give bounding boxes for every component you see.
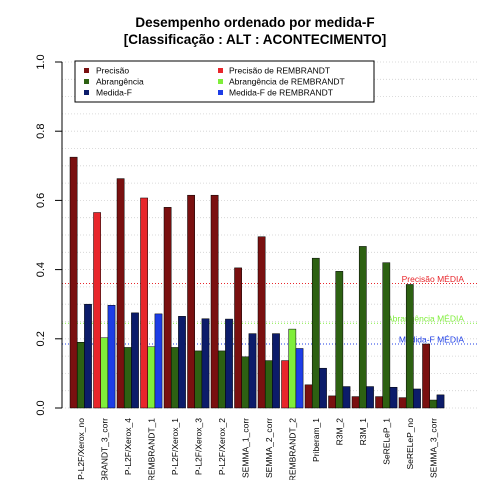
bar	[140, 197, 148, 409]
y-tick-label: 0.4	[35, 262, 47, 277]
bar	[413, 388, 421, 409]
bar	[201, 318, 210, 409]
bar	[234, 267, 242, 409]
bar	[178, 316, 186, 409]
bar	[366, 386, 374, 409]
bar	[319, 367, 327, 409]
bar	[375, 396, 383, 409]
legend-label: Medida-F	[96, 88, 132, 98]
category-label: SeRELeP_no	[405, 418, 415, 470]
legend-swatch	[84, 68, 89, 73]
bar	[69, 156, 78, 409]
bar	[163, 207, 172, 409]
bar	[241, 356, 250, 409]
legend-swatch-rembrandt	[218, 79, 223, 84]
y-axis: 0.0 0.2 0.4 0.6 0.8 1.0	[35, 54, 63, 416]
bar	[248, 333, 257, 409]
bar	[422, 343, 430, 409]
bar	[147, 346, 156, 409]
bar	[281, 360, 289, 409]
legend-label: Precisão	[96, 66, 129, 76]
bar	[154, 313, 163, 409]
category-label: SEMMA_2_corr	[264, 418, 274, 478]
reference-line-label: Medida-F MÉDIA	[399, 334, 465, 344]
reference-line-label: Precisão MÉDIA	[402, 274, 465, 284]
legend-label-rembrandt: Precisão de REMBRANDT	[229, 66, 330, 76]
legend-swatch	[84, 79, 89, 84]
bar	[187, 194, 195, 409]
category-label: REMBRANDT_3_corr	[99, 418, 109, 480]
category-label: SEMMA_1_corr	[240, 418, 250, 478]
bar	[272, 333, 280, 409]
bar	[116, 178, 125, 409]
legend: Precisão Precisão de REMBRANDTAbrangência…	[74, 60, 375, 103]
y-tick-label: 0.6	[35, 193, 47, 208]
bar	[107, 304, 116, 409]
bar	[100, 337, 109, 409]
bar	[311, 257, 320, 409]
bar	[398, 397, 407, 409]
category-labels: P-L2F/Xerox_no REMBRANDT_3_corr P-L2F/Xero…	[76, 418, 438, 480]
bar	[131, 312, 139, 409]
bar	[335, 271, 344, 409]
category-label: P-L2F/Xerox_3	[193, 418, 203, 475]
category-label: P-L2F/Xerox_1	[170, 418, 180, 475]
chart-title-line1: Desempenho ordenado por medida-F	[135, 15, 374, 30]
bar	[389, 386, 398, 409]
category-label: REMBRANDT_1	[146, 418, 156, 480]
legend-swatch-rembrandt	[218, 90, 223, 95]
bar	[288, 328, 297, 409]
legend-label: Abrangência	[96, 77, 144, 87]
bar	[170, 347, 179, 409]
bar	[436, 394, 445, 409]
category-label: R3M_1	[358, 418, 368, 446]
bar	[84, 303, 92, 409]
bar	[264, 360, 273, 409]
legend-box	[74, 60, 375, 103]
bars	[69, 156, 445, 409]
bar	[210, 194, 219, 409]
category-label: SeRELeP_1	[381, 418, 391, 465]
category-label: REMBRANDT_2	[287, 418, 297, 480]
bar	[225, 318, 233, 409]
chart-title-line2: [Classificação : ALT : ACONTECIMENTO]	[124, 32, 387, 47]
y-tick-label: 0.2	[35, 331, 47, 346]
bar	[382, 262, 391, 409]
category-label: R3M_2	[334, 418, 344, 446]
category-label: P-L2F/Xerox_4	[123, 418, 133, 475]
bar	[304, 384, 313, 409]
category-label: P-L2F/Xerox_no	[76, 418, 86, 480]
reference-line-label: Abrangência MÉDIA	[387, 314, 464, 324]
y-tick-label: 1.0	[35, 54, 47, 69]
bar	[342, 386, 351, 409]
bar	[257, 236, 266, 409]
bar	[123, 347, 132, 409]
y-tick-label: 0.8	[35, 124, 47, 139]
bar	[194, 350, 203, 409]
legend-swatch	[84, 90, 89, 95]
bar	[93, 212, 101, 409]
category-label: P-L2F/Xerox_2	[217, 418, 227, 475]
category-label: SEMMA_3_corr	[428, 418, 438, 478]
legend-swatch-rembrandt	[218, 68, 223, 73]
legend-label-rembrandt: Medida-F de REMBRANDT	[229, 88, 333, 98]
bar	[351, 396, 360, 409]
bar	[429, 399, 438, 409]
bar	[328, 395, 336, 409]
bar	[405, 284, 414, 409]
legend-label-rembrandt: Abrangência de REMBRANDT	[229, 77, 345, 87]
category-label: Priberam_1	[311, 418, 321, 462]
bar	[217, 350, 226, 409]
bar	[358, 246, 367, 409]
bar	[76, 342, 85, 409]
bar	[295, 348, 304, 409]
y-tick-label: 0.0	[35, 400, 47, 415]
